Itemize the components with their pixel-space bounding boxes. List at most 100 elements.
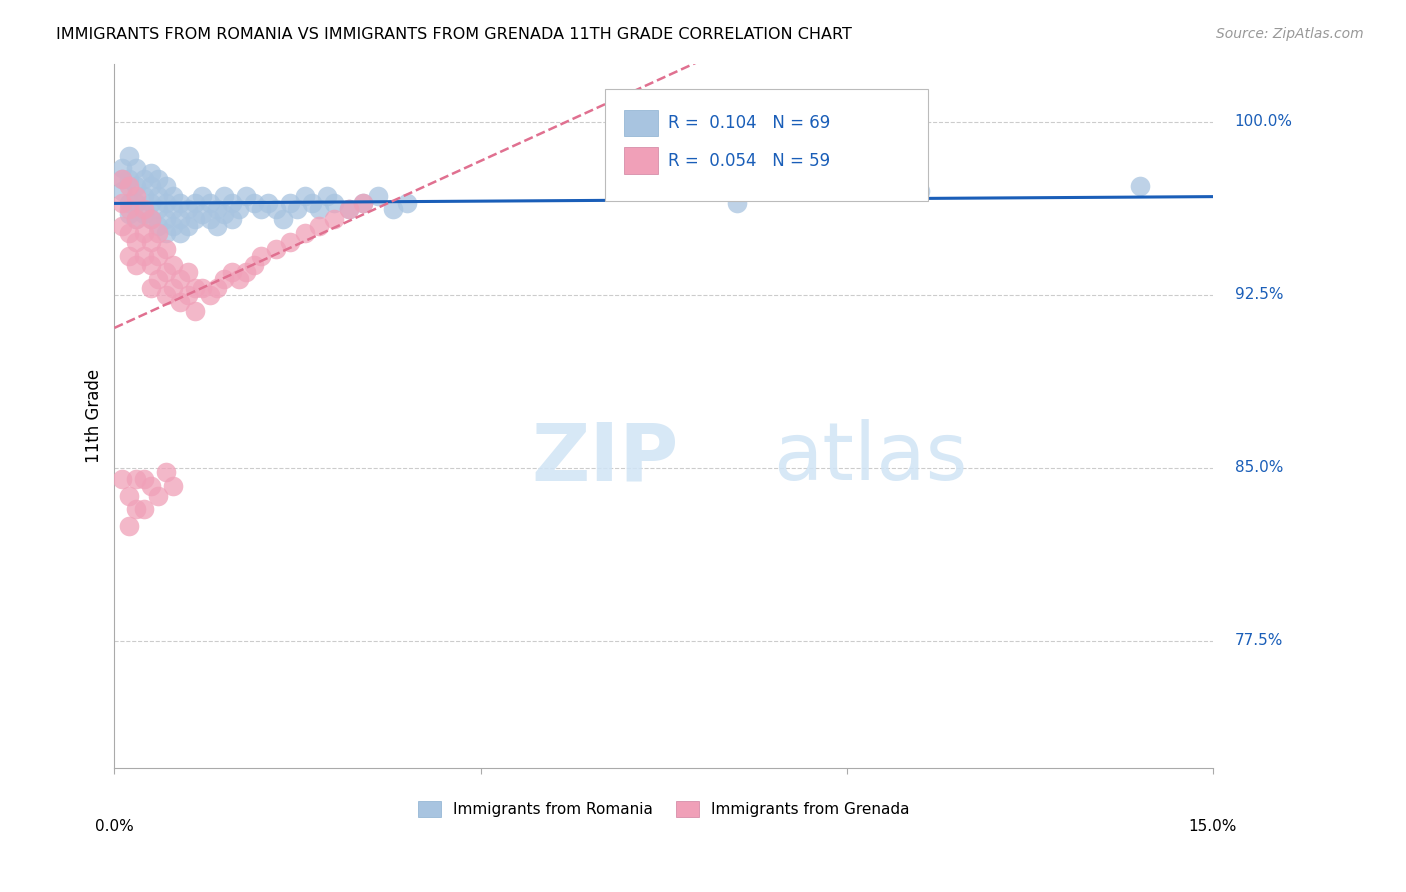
Point: [148, 219, 170, 233]
Point: [242, 195, 264, 210]
Point: [169, 226, 191, 240]
Point: [176, 288, 198, 302]
Point: [169, 294, 191, 309]
Point: [155, 265, 177, 279]
Point: [139, 211, 162, 226]
Point: [111, 172, 134, 186]
Text: Source: ZipAtlas.com: Source: ZipAtlas.com: [1216, 27, 1364, 41]
Point: [250, 249, 273, 263]
Point: [235, 265, 257, 279]
Point: [352, 195, 374, 210]
Point: [278, 195, 301, 210]
Legend: Immigrants from Romania, Immigrants from Grenada: Immigrants from Romania, Immigrants from…: [412, 796, 915, 823]
Point: [118, 207, 141, 221]
Point: [118, 202, 141, 217]
Point: [228, 271, 250, 285]
Point: [155, 466, 177, 480]
Point: [132, 202, 155, 217]
Point: [139, 281, 162, 295]
Point: [118, 195, 141, 210]
Point: [148, 226, 170, 240]
Point: [162, 202, 184, 217]
Point: [271, 211, 294, 226]
Point: [257, 195, 280, 210]
Point: [1128, 179, 1150, 194]
Point: [191, 207, 214, 221]
Point: [132, 188, 155, 202]
Point: [205, 219, 228, 233]
Point: [191, 281, 214, 295]
Point: [616, 184, 638, 198]
Text: R =  0.054   N = 59: R = 0.054 N = 59: [668, 152, 830, 169]
Point: [169, 195, 191, 210]
Point: [162, 188, 184, 202]
Text: 100.0%: 100.0%: [1234, 114, 1292, 129]
Point: [139, 195, 162, 210]
Point: [139, 479, 162, 493]
Point: [155, 226, 177, 240]
Point: [139, 235, 162, 249]
Point: [212, 188, 235, 202]
Point: [118, 518, 141, 533]
Point: [132, 502, 155, 516]
Text: atlas: atlas: [773, 419, 967, 497]
Point: [162, 479, 184, 493]
Point: [139, 211, 162, 226]
Point: [118, 172, 141, 186]
Point: [264, 202, 287, 217]
Point: [205, 202, 228, 217]
Text: R =  0.104   N = 69: R = 0.104 N = 69: [668, 114, 830, 132]
Point: [148, 271, 170, 285]
Point: [250, 202, 273, 217]
Point: [381, 202, 404, 217]
Point: [287, 202, 309, 217]
Point: [118, 489, 141, 503]
Point: [132, 172, 155, 186]
Point: [337, 202, 360, 217]
Point: [308, 202, 330, 217]
Point: [176, 202, 198, 217]
Point: [278, 235, 301, 249]
Point: [908, 184, 931, 198]
Point: [111, 184, 134, 198]
Point: [125, 211, 148, 226]
Point: [323, 211, 346, 226]
Point: [176, 265, 198, 279]
Point: [191, 188, 214, 202]
Point: [155, 195, 177, 210]
Point: [162, 219, 184, 233]
Point: [205, 281, 228, 295]
Text: 0.0%: 0.0%: [96, 819, 134, 834]
Point: [176, 219, 198, 233]
Point: [396, 195, 419, 210]
Point: [111, 161, 134, 175]
Point: [148, 172, 170, 186]
Point: [315, 188, 337, 202]
Point: [111, 195, 134, 210]
Point: [221, 265, 243, 279]
Point: [132, 207, 155, 221]
Point: [301, 195, 323, 210]
Point: [162, 281, 184, 295]
Point: [212, 271, 235, 285]
Point: [118, 179, 141, 194]
Text: 85.0%: 85.0%: [1234, 460, 1284, 475]
Point: [352, 195, 374, 210]
Point: [132, 472, 155, 486]
Point: [337, 202, 360, 217]
Y-axis label: 11th Grade: 11th Grade: [86, 369, 103, 463]
Point: [294, 188, 316, 202]
Point: [184, 211, 207, 226]
Point: [184, 304, 207, 318]
Point: [111, 472, 134, 486]
Point: [323, 195, 346, 210]
Point: [125, 179, 148, 194]
Point: [294, 226, 316, 240]
Point: [198, 195, 221, 210]
Point: [148, 202, 170, 217]
Point: [212, 207, 235, 221]
Point: [235, 188, 257, 202]
Point: [139, 179, 162, 194]
Point: [155, 211, 177, 226]
Point: [148, 188, 170, 202]
